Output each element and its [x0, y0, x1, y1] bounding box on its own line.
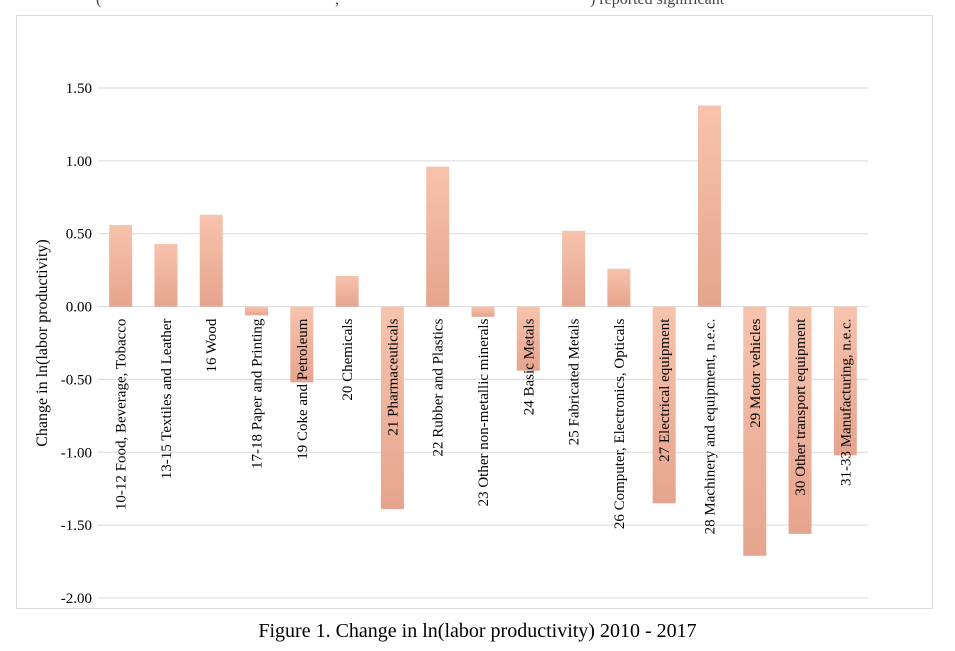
- figure-caption: Figure 1. Change in ln(labor productivit…: [258, 620, 697, 642]
- y-tick-label: -0.50: [61, 372, 92, 388]
- category-label: 24 Basic Metals: [521, 318, 537, 415]
- header-fragment: ( , ) reported significant: [0, 0, 955, 11]
- category-label: 29 Motor vehicles: [748, 318, 764, 427]
- bar: [199, 214, 223, 307]
- category-label: 22 Rubber and Plastics: [431, 318, 447, 456]
- category-label: 23 Other non-metallic minerals: [476, 318, 492, 506]
- category-label: 13-15 Textiles and Leather: [159, 319, 175, 480]
- bar: [833, 306, 857, 456]
- bar: [380, 306, 404, 510]
- category-label: 25 Fabricated Metals: [567, 318, 583, 445]
- category-label: 30 Other transport equipment: [793, 318, 809, 496]
- bar: [109, 224, 133, 307]
- y-axis-ticks: 1.50 1.00 0.50 0.00 -0.50 -1.00 -1.50 -2.00: [61, 81, 92, 607]
- category-labels: 10-12 Food, Beverage, Tobacco 13-15 Texti…: [114, 318, 855, 535]
- y-tick-label: -2.00: [61, 591, 92, 607]
- category-label: 21 Pharmaceuticals: [385, 318, 401, 435]
- bars: [109, 105, 857, 556]
- bar: [245, 306, 269, 316]
- category-label: 17-18 Paper and Printing: [250, 318, 266, 469]
- category-label: 28 Machinery and equipment, n.e.c.: [702, 319, 718, 535]
- bar: [562, 230, 586, 307]
- y-tick-label: -1.50: [61, 518, 92, 534]
- y-tick-label: 0.50: [66, 227, 92, 243]
- bar: [335, 275, 359, 307]
- bar: [426, 166, 450, 307]
- y-axis-label: Change in ln(labor productivity): [34, 239, 51, 447]
- gridlines: [98, 87, 868, 599]
- category-label: 16 Wood: [204, 318, 220, 372]
- y-tick-label: 0.00: [66, 300, 92, 316]
- bar: [290, 306, 314, 383]
- category-label: 31-33 Manufacturing, n.e.c.: [838, 319, 854, 486]
- bar: [607, 268, 631, 307]
- header-fragment-left: (: [96, 0, 101, 9]
- category-label: 27 Electrical equipment: [657, 318, 673, 462]
- category-label: 10-12 Food, Beverage, Tobacco: [114, 319, 130, 511]
- bar: [697, 105, 721, 307]
- bar: [516, 306, 540, 371]
- header-fragment-right: ) reported significant: [590, 0, 724, 9]
- category-label: 26 Computer, Electronics, Opticals: [612, 318, 628, 529]
- bar: [743, 306, 767, 556]
- y-tick-label: 1.50: [66, 81, 92, 97]
- category-label: 20 Chemicals: [340, 318, 356, 400]
- bar: [471, 306, 495, 317]
- header-fragment-mid: ,: [335, 0, 339, 9]
- bar: [154, 243, 178, 307]
- y-tick-label: -1.00: [61, 445, 92, 461]
- y-tick-label: 1.00: [66, 154, 92, 170]
- bar: [652, 306, 676, 504]
- bar: [788, 306, 812, 534]
- category-label: 19 Coke and Petroleum: [295, 318, 311, 460]
